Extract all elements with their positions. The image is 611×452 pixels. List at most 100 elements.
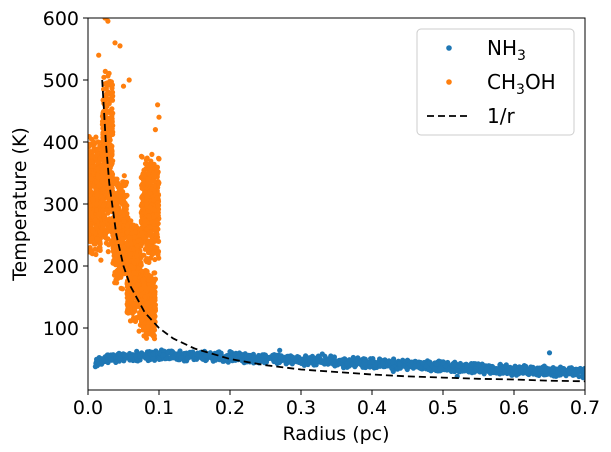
data-point (110, 352, 116, 358)
data-point (128, 218, 134, 224)
data-point (155, 250, 161, 256)
data-point (108, 126, 114, 132)
data-point (98, 232, 104, 238)
data-point (481, 369, 487, 375)
y-tick-label: 300 (43, 194, 79, 216)
data-point (154, 166, 160, 173)
data-point (150, 276, 156, 282)
data-point (106, 196, 112, 202)
data-point (88, 182, 92, 188)
data-point (144, 259, 150, 265)
data-point (104, 208, 110, 214)
data-point (227, 349, 233, 355)
data-point (532, 368, 538, 374)
data-point (92, 246, 98, 252)
data-point (170, 349, 176, 355)
data-point (103, 235, 109, 241)
data-point (278, 354, 284, 360)
data-point (91, 139, 97, 145)
data-point (108, 107, 114, 113)
data-point (99, 225, 106, 232)
data-point (147, 224, 153, 230)
data-point (142, 313, 148, 319)
data-point (139, 317, 145, 323)
data-point (100, 138, 106, 144)
data-point (125, 306, 131, 312)
data-point (94, 359, 100, 365)
data-point (546, 350, 553, 356)
data-point (105, 249, 111, 255)
data-point (397, 365, 403, 371)
data-point (126, 271, 133, 277)
data-point (228, 355, 234, 361)
x-tick-label: 0.3 (286, 397, 316, 419)
data-point (178, 355, 184, 361)
data-point (106, 70, 112, 76)
data-point (362, 357, 368, 363)
data-point (525, 368, 531, 374)
data-point (93, 134, 99, 140)
data-point (156, 238, 162, 244)
data-point (89, 159, 95, 165)
data-point (128, 354, 134, 360)
data-point (88, 236, 93, 242)
x-tick-label: 0.7 (570, 397, 600, 419)
legend-label: NH3 (487, 36, 526, 64)
data-point (96, 52, 102, 58)
legend: NH3 CH3OH 1/r (416, 28, 575, 136)
data-point (117, 210, 123, 216)
data-point (112, 256, 118, 262)
data-point (412, 363, 419, 369)
data-point (390, 368, 396, 374)
data-point (112, 176, 118, 182)
legend-label: CH3OH (487, 70, 556, 98)
data-point (151, 171, 157, 177)
y-axis-label: Temperature (K) (9, 127, 31, 282)
data-point (156, 114, 162, 120)
data-point (151, 214, 157, 220)
data-point (96, 211, 102, 217)
data-point (113, 359, 119, 365)
data-point (148, 229, 154, 236)
data-point (216, 349, 222, 355)
data-point (143, 200, 150, 207)
data-point (149, 186, 155, 192)
series-line (101, 79, 585, 383)
data-point (139, 154, 145, 160)
data-point (117, 43, 123, 49)
data-point (144, 269, 150, 275)
data-point (132, 275, 138, 281)
data-point (142, 294, 148, 300)
legend-entry: 1/r (427, 104, 515, 128)
data-point (90, 197, 96, 203)
data-point (118, 285, 124, 291)
data-point (149, 151, 155, 157)
data-point (123, 206, 129, 212)
data-point (142, 218, 148, 224)
data-point (145, 300, 151, 306)
data-point (580, 375, 585, 381)
data-point (246, 353, 252, 359)
data-point (100, 153, 106, 159)
data-point (121, 218, 127, 224)
data-point (88, 154, 91, 160)
data-point (88, 231, 92, 237)
y-tick-label: 400 (43, 132, 79, 154)
data-point (134, 257, 140, 263)
data-point (147, 204, 153, 210)
data-point (132, 352, 138, 358)
data-point (561, 370, 567, 376)
data-point (145, 323, 151, 330)
data-point (144, 193, 150, 199)
data-point (100, 197, 106, 203)
data-point (136, 328, 142, 334)
data-point (321, 359, 327, 365)
data-point (117, 249, 123, 255)
data-point (404, 365, 410, 371)
data-point (556, 366, 562, 372)
data-point (126, 235, 132, 241)
data-point (139, 230, 145, 236)
data-point (355, 355, 361, 361)
data-point (152, 256, 158, 263)
data-point (152, 270, 158, 276)
